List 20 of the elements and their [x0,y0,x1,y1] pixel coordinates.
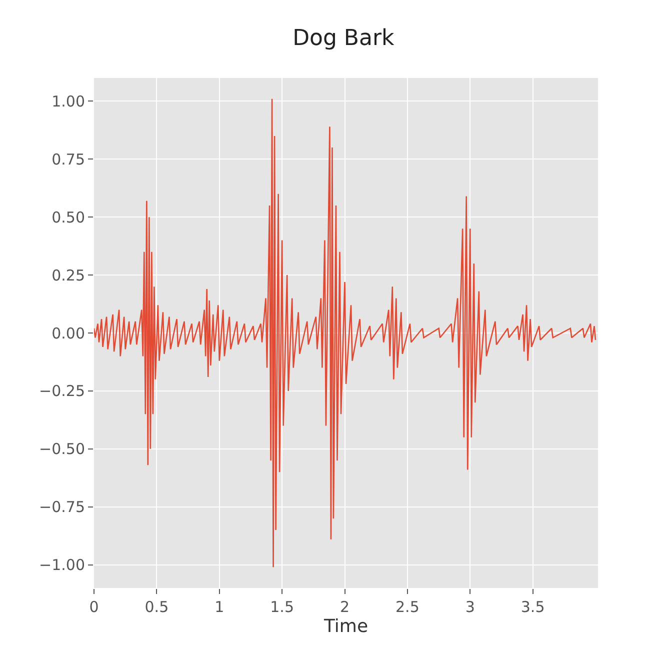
y-tick-label: −1.00 [39,556,85,574]
y-tick-label: −0.50 [39,440,85,458]
x-tick-label: 2 [340,598,350,616]
y-tick-label: 0.75 [52,150,85,168]
y-tick-label: 0.00 [52,324,85,342]
chart-title: Dog Bark [292,26,395,51]
x-axis-title: Time [322,616,368,638]
x-tick-label: 3 [465,598,475,616]
x-tick-label: 1.5 [270,598,294,616]
x-tick-label: 2.5 [396,598,420,616]
y-tick-label: −0.75 [39,498,85,516]
line-series [94,98,596,568]
x-tick-label: 3.5 [520,598,545,616]
y-tick-label: 1.00 [52,92,85,110]
x-tick-label: 0 [89,598,99,616]
x-tick-label: 1 [214,598,224,616]
y-tick-label: 0.50 [52,208,85,226]
y-tick-label: −0.25 [39,382,85,400]
x-tick-label: 0.5 [144,598,169,616]
y-tick-label: 0.25 [52,266,85,284]
